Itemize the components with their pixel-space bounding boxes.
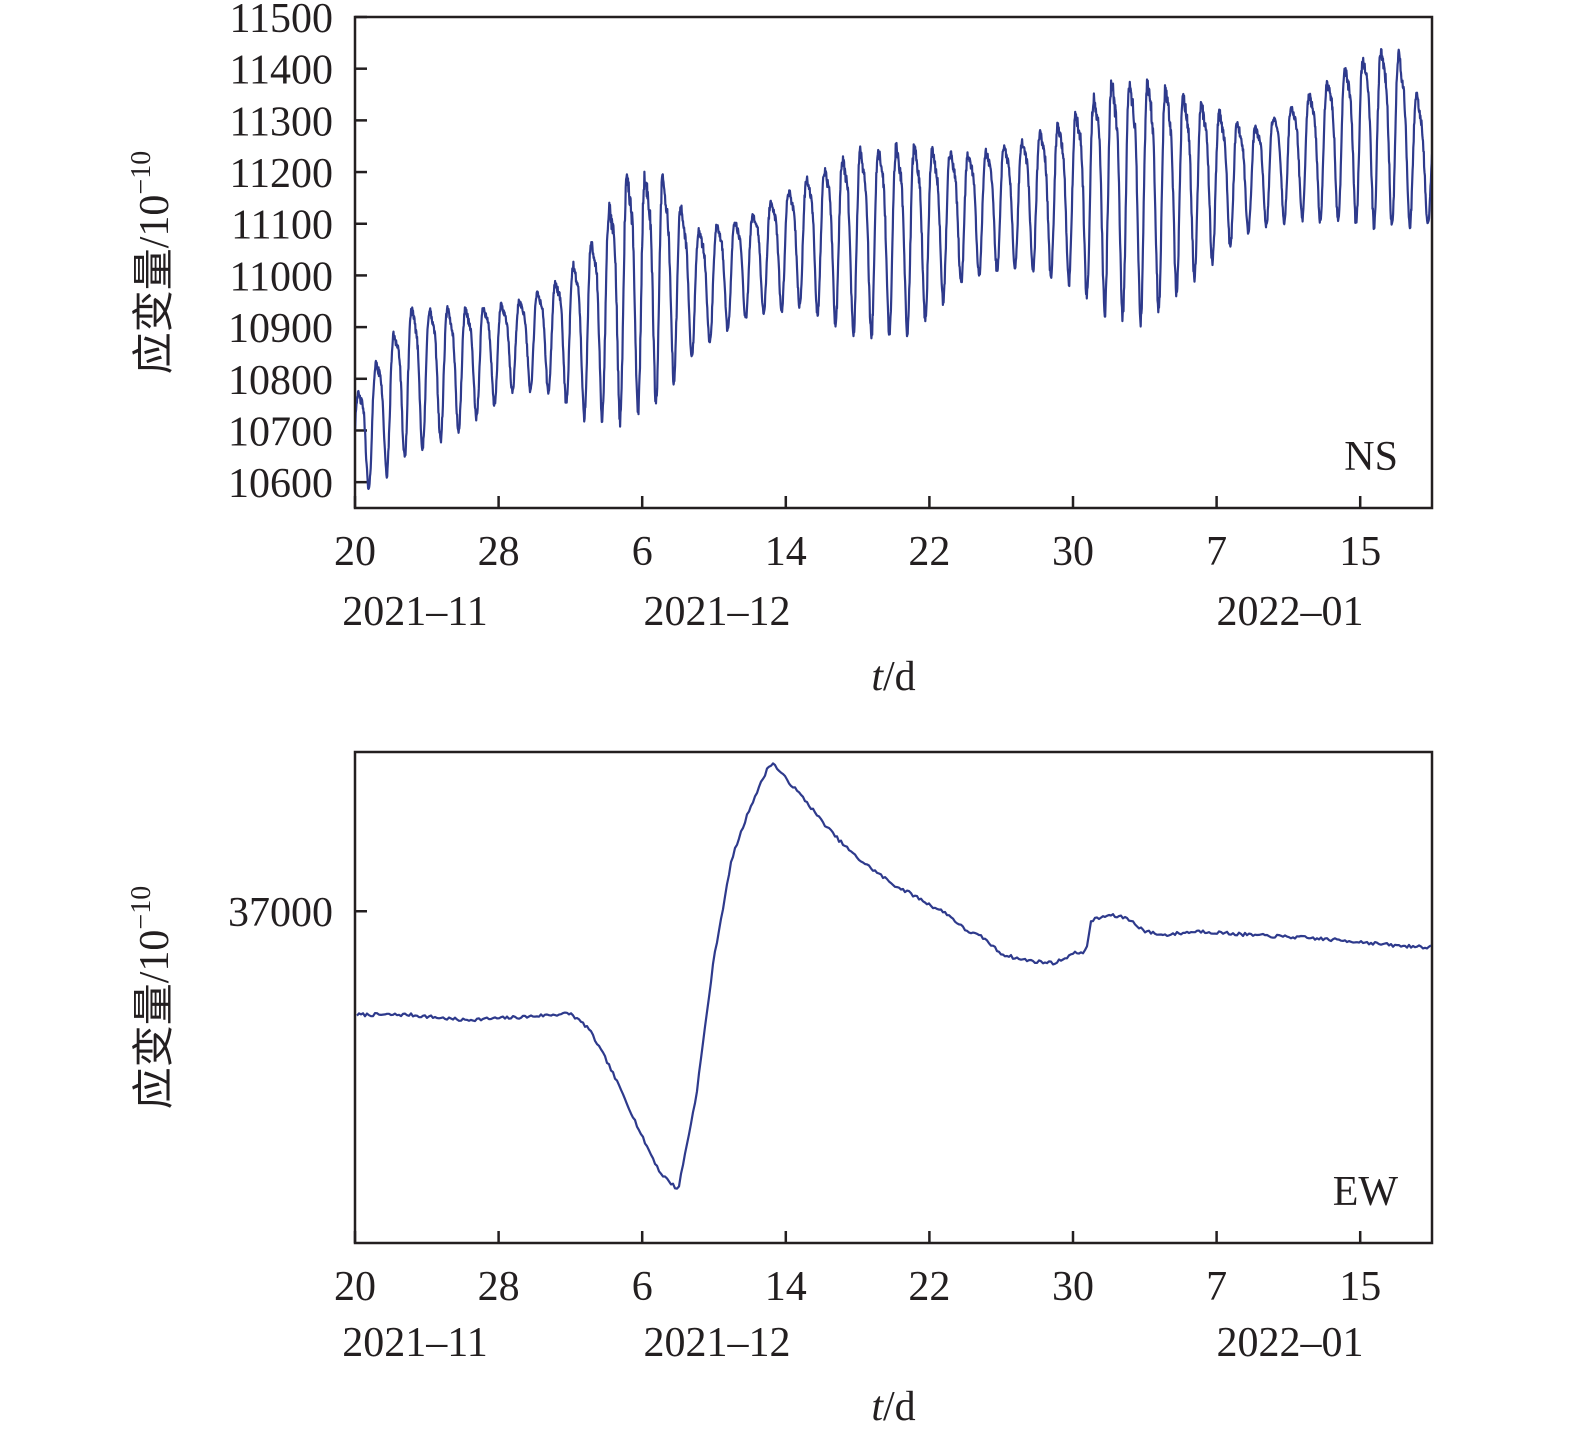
month-label: 2021–12 [644, 589, 791, 635]
x-axis-title-var: t [871, 1384, 884, 1430]
x-tick-label: 22 [908, 1264, 950, 1310]
ns-strain-panel: 10600 10700 10800 10900 11000 11100 11200 11300… [126, 0, 1434, 700]
x-tick-label: 28 [478, 529, 520, 575]
y-axis-title-exponent: −10 [126, 151, 157, 195]
month-label: 2021–12 [644, 1320, 791, 1366]
y-tick-label: 11500 [230, 0, 333, 42]
y-axis-title-exponent: −10 [126, 886, 157, 930]
x-axis-title: t/d [871, 654, 915, 700]
x-tick-label: 20 [334, 1264, 376, 1310]
y-tick-label: 11000 [230, 254, 333, 300]
x-tick-label: 15 [1339, 1264, 1381, 1310]
y-axis-title: 应变量/10−10 [126, 151, 178, 374]
x-tick-label: 7 [1206, 1264, 1227, 1310]
month-label: 2022–01 [1217, 1320, 1364, 1366]
x-axis-title: t/d [871, 1384, 915, 1430]
y-tick-label: 10900 [228, 306, 333, 352]
panel-label: EW [1333, 1169, 1399, 1215]
y-tick-label: 11100 [231, 203, 333, 249]
x-tick-label: 7 [1206, 529, 1227, 575]
x-tick-label: 20 [334, 529, 376, 575]
x-tick-label: 30 [1052, 1264, 1094, 1310]
y-axis-title-text: 应变量/10 [131, 195, 178, 375]
y-tick-label: 11400 [230, 48, 333, 94]
x-axis-title-unit: /d [883, 654, 916, 700]
x-tick-label: 14 [765, 1264, 807, 1310]
month-label: 2021–11 [342, 1320, 487, 1366]
x-axis-title-unit: /d [883, 1384, 916, 1430]
x-tick-label: 6 [632, 529, 653, 575]
x-tick-label: 28 [478, 1264, 520, 1310]
x-tick-label: 30 [1052, 529, 1094, 575]
x-tick-label: 14 [765, 529, 807, 575]
y-tick-label: 11300 [230, 99, 333, 145]
x-tick-label: 6 [632, 1264, 653, 1310]
month-label: 2021–11 [342, 589, 487, 635]
y-tick-label: 10800 [228, 358, 333, 404]
y-tick-label: 37000 [228, 890, 333, 936]
plot-frame [353, 15, 1434, 510]
y-tick-label: 10600 [228, 461, 333, 507]
y-axis-title: 应变量/10−10 [126, 886, 178, 1109]
y-tick-label: 11200 [230, 151, 333, 197]
panel-label: NS [1344, 434, 1398, 480]
y-axis-title-text: 应变量/10 [131, 930, 178, 1110]
ew-strain-panel: 37000 20 28 6 14 22 30 7 15 2021–11 2021–12 2022–01… [126, 750, 1434, 1430]
x-tick-label: 15 [1339, 529, 1381, 575]
data-series-line [356, 762, 1431, 1190]
x-axis-title-var: t [871, 654, 884, 700]
plot-frame [353, 750, 1434, 1245]
x-tick-label: 22 [908, 529, 950, 575]
data-series-line [356, 48, 1431, 490]
y-tick-label: 10700 [228, 409, 333, 455]
month-label: 2022–01 [1217, 589, 1364, 635]
